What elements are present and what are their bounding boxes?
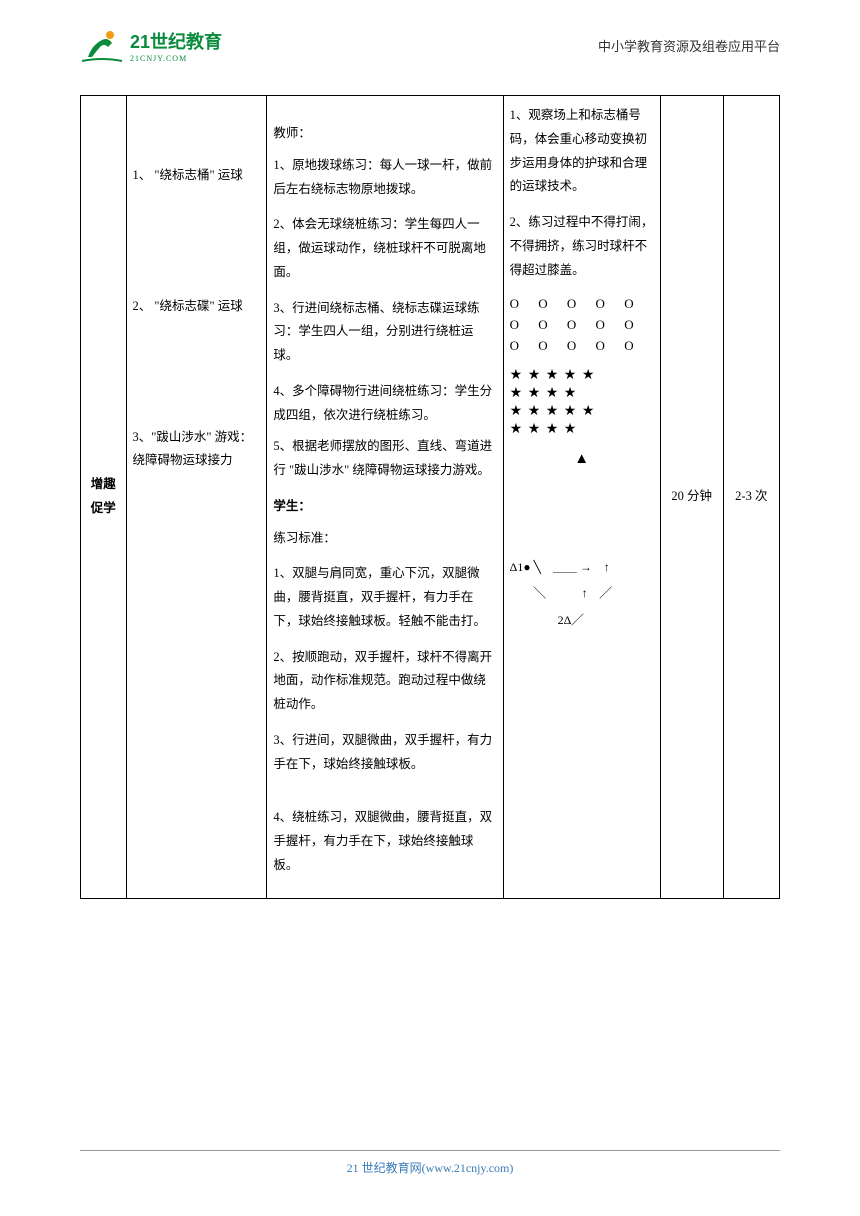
student-standard-2: 2、按顺跑动，双手握杆，球杆不得离开地面，动作标准规范。跑动过程中做绕桩动作。 [273, 646, 496, 717]
cell-reps: 2-3 次 [723, 96, 779, 899]
diagram-stars: ★ ★ ★ ★ ★ ★ ★ ★ ★ ★ ★ ★ ★ ★ ★ ★ ★ ★ [510, 367, 654, 440]
cell-instructions: 教师： 1、原地拨球练习：每人一球一杆，做前后左右绕标志物原地拨球。 2、体会无… [267, 96, 503, 899]
teacher-step-1: 1、原地拨球练习：每人一球一杆，做前后左右绕标志物原地拨球。 [273, 154, 496, 202]
student-standard-4: 4、绕桩练习，双腿微曲，腰背挺直，双手握杆，有力手在下，球始终接触球板。 [273, 806, 496, 877]
path-line-1: Δ1● ╲ ＿＿ → ↑ [510, 554, 654, 580]
page-header: 21世纪教育 21CNJY.COM 中小学教育资源及组卷应用平台 [0, 0, 860, 75]
activity-1: 1、 "绕标志桶" 运球 [133, 164, 261, 188]
page-footer: 21 世纪教育网(www.21cnjy.com) [80, 1150, 780, 1176]
teacher-label: 教师： [273, 122, 496, 146]
phase-line2: 促学 [87, 497, 120, 521]
stars-row-1: ★ ★ ★ ★ ★ [510, 367, 654, 385]
logo-text-wrap: 21世纪教育 21CNJY.COM [130, 28, 222, 63]
cell-duration: 20 分钟 [660, 96, 723, 899]
cell-phase: 增趣 促学 [81, 96, 127, 899]
teacher-step-2: 2、体会无球绕桩练习：学生每四人一组，做运球动作，绕桩球杆不可脱离地面。 [273, 213, 496, 284]
path-line-2: ╲ ↑ ╱ [510, 580, 654, 606]
circles-row-1: O O O O O [510, 294, 654, 315]
cell-notes-diagram: 1、观察场上和标志桶号码，体会重心移动变换初步运用身体的护球和合理的运球技术。 … [503, 96, 660, 899]
diagram-circles: O O O O O O O O O O O O O O O [510, 294, 654, 356]
teacher-step-5: 5、根据老师摆放的图形、直线、弯道进行 "跋山涉水" 绕障碍物运球接力游戏。 [273, 435, 496, 483]
student-standard-1: 1、双腿与肩同宽，重心下沉，双腿微曲，腰背挺直，双手握杆，有力手在下，球始终接触… [273, 562, 496, 633]
note-2: 2、练习过程中不得打闹，不得拥挤，练习时球杆不得超过膝盖。 [510, 211, 654, 282]
circles-row-2: O O O O O [510, 315, 654, 336]
student-label: 学生： [273, 495, 496, 519]
logo-icon [80, 25, 125, 65]
header-platform-text: 中小学教育资源及组卷应用平台 [598, 36, 780, 55]
phase-line1: 增趣 [87, 473, 120, 497]
cell-activities: 1、 "绕标志桶" 运球 2、 "绕标志碟" 运球 3、"跋山涉水" 游戏：绕障… [126, 96, 267, 899]
diagram-triangle: ▲ [510, 445, 654, 474]
stars-row-4: ★ ★ ★ ★ [510, 421, 654, 439]
logo: 21世纪教育 21CNJY.COM [80, 25, 222, 65]
circles-row-3: O O O O O [510, 336, 654, 357]
table-row: 增趣 促学 1、 "绕标志桶" 运球 2、 "绕标志碟" 运球 3、"跋山涉水"… [81, 96, 780, 899]
diagram-path: Δ1● ╲ ＿＿ → ↑ ╲ ↑ ╱ 2Δ╱ [510, 554, 654, 633]
activity-3: 3、"跋山涉水" 游戏：绕障碍物运球接力 [133, 426, 261, 474]
main-content: 增趣 促学 1、 "绕标志桶" 运球 2、 "绕标志碟" 运球 3、"跋山涉水"… [0, 75, 860, 899]
note-1: 1、观察场上和标志桶号码，体会重心移动变换初步运用身体的护球和合理的运球技术。 [510, 104, 654, 199]
lesson-table: 增趣 促学 1、 "绕标志桶" 运球 2、 "绕标志碟" 运球 3、"跋山涉水"… [80, 95, 780, 899]
logo-sub-text: 21CNJY.COM [130, 54, 222, 63]
logo-main-text: 21世纪教育 [130, 32, 222, 52]
stars-row-3: ★ ★ ★ ★ ★ [510, 403, 654, 421]
stars-row-2: ★ ★ ★ ★ [510, 385, 654, 403]
activity-2: 2、 "绕标志碟" 运球 [133, 295, 261, 319]
teacher-step-4: 4、多个障碍物行进间绕桩练习：学生分成四组，依次进行绕桩练习。 [273, 380, 496, 428]
path-line-3: 2Δ╱ [510, 607, 654, 633]
standard-label: 练习标准： [273, 527, 496, 551]
teacher-step-3: 3、行进间绕标志桶、绕标志碟运球练习：学生四人一组，分别进行绕桩运球。 [273, 297, 496, 368]
student-standard-3: 3、行进间，双腿微曲，双手握杆，有力手在下，球始终接触球板。 [273, 729, 496, 777]
